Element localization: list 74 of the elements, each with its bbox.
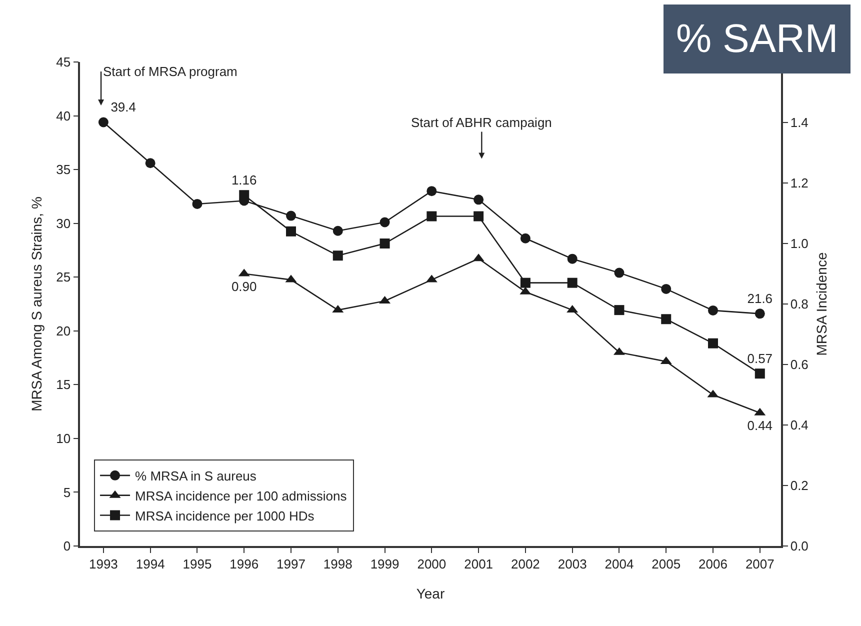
y2-axis-title: MRSA Incidence — [814, 252, 830, 356]
x-tick-label: 2003 — [558, 556, 587, 572]
data-label: 39.4 — [110, 100, 136, 115]
x-tick-label: 1993 — [88, 556, 118, 572]
x-tick-label: 1998 — [323, 556, 352, 572]
point — [145, 158, 156, 168]
point — [661, 284, 672, 294]
y-tick-label: 15 — [56, 377, 71, 392]
x-tick-label: 2002 — [510, 556, 540, 572]
y-tick-label: 0 — [63, 538, 71, 554]
y2-tick-label: 1.4 — [790, 115, 808, 130]
legend-label: MRSA incidence per 1000 HDs — [135, 508, 315, 524]
y-axis-title: MRSA Among S aureus Strains, % — [28, 196, 44, 412]
x-tick-label: 1999 — [370, 556, 400, 572]
point — [380, 238, 390, 248]
x-tick-label: 2004 — [604, 556, 634, 572]
legend-label: MRSA incidence per 100 admissions — [135, 488, 348, 504]
y-tick-label: 35 — [56, 162, 71, 178]
x-tick-label: 2006 — [698, 556, 728, 572]
point — [567, 278, 578, 288]
y2-tick-label: 0.8 — [790, 296, 808, 312]
y2-tick-label: 1.0 — [790, 236, 808, 252]
x-tick-label: 2005 — [652, 556, 681, 572]
point — [332, 226, 343, 236]
point — [426, 186, 437, 196]
y-tick-label: 30 — [56, 216, 71, 231]
y2-tick-label: 0.0 — [790, 538, 808, 554]
point — [520, 278, 530, 288]
point — [239, 190, 250, 200]
x-tick-label: 2000 — [417, 556, 446, 572]
legend-label: % MRSA in S aureus — [135, 468, 257, 484]
data-label: 0.90 — [231, 278, 257, 294]
point — [754, 368, 765, 379]
text: % SARM — [676, 17, 838, 61]
point — [474, 194, 484, 205]
point — [661, 314, 672, 324]
annotation: Start of MRSA program — [103, 64, 238, 79]
point — [286, 210, 296, 221]
point — [286, 226, 296, 236]
point — [708, 305, 718, 316]
y-tick-label: 20 — [56, 323, 71, 338]
point — [520, 233, 530, 244]
y2-tick-label: 1.2 — [790, 176, 808, 191]
y-tick-label: 45 — [56, 54, 71, 70]
data-label: 21.6 — [747, 291, 773, 306]
y-tick-label: 10 — [56, 430, 71, 446]
x-axis-title: Year — [416, 586, 445, 602]
x-tick-label: 1994 — [136, 556, 165, 572]
point — [426, 211, 437, 222]
point — [754, 308, 765, 319]
x-tick-label: 1995 — [182, 556, 212, 572]
y-tick-label: 40 — [56, 108, 71, 124]
annotation: Start of ABHR campaign — [411, 115, 552, 130]
point — [332, 250, 343, 261]
point — [98, 117, 108, 128]
point — [614, 305, 624, 316]
x-tick-label: 1996 — [230, 556, 259, 572]
point — [614, 268, 624, 278]
y2-tick-label: 0.4 — [790, 418, 808, 433]
x-tick-label: 2001 — [464, 556, 494, 572]
point — [192, 198, 202, 209]
y2-tick-label: 0.2 — [790, 478, 808, 494]
point — [708, 338, 718, 348]
y-tick-label: 5 — [63, 484, 71, 500]
x-tick-label: 2007 — [745, 556, 774, 572]
data-label: 0.44 — [747, 418, 773, 433]
y2-tick-label: 0.6 — [790, 357, 808, 372]
data-label: 1.16 — [231, 172, 257, 188]
point — [567, 254, 578, 264]
point — [474, 211, 484, 222]
point — [380, 217, 390, 228]
y-tick-label: 25 — [56, 270, 71, 285]
data-label: 0.57 — [747, 351, 773, 366]
x-tick-label: 1997 — [276, 556, 306, 572]
